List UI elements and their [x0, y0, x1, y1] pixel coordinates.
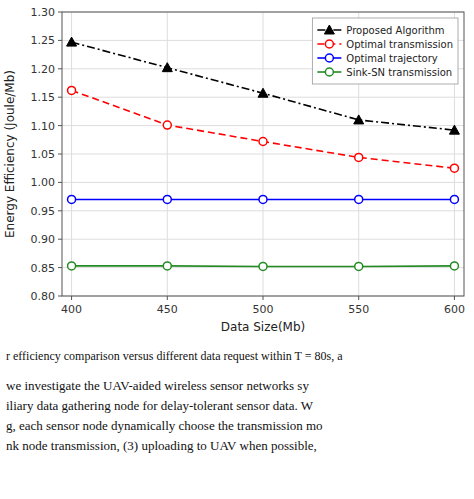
tick-label: 0.85 — [31, 262, 56, 275]
tick-label: 1.10 — [31, 120, 56, 133]
data-point — [68, 262, 76, 270]
tick-label: 1.05 — [31, 148, 56, 161]
data-point — [354, 115, 364, 124]
tick-mark — [58, 210, 62, 211]
data-point — [68, 86, 76, 94]
series — [68, 262, 459, 271]
series-line — [72, 42, 455, 130]
tick-mark — [167, 296, 168, 300]
tick-mark — [71, 296, 72, 300]
body-text: g, each sensor node dynamically choose t… — [6, 418, 323, 433]
chart: 0.80 0.85 0.90 0.95 1.00 1.05 1.10 1.15 1.20 1.25… — [0, 0, 474, 499]
tick-label: 500 — [253, 303, 274, 316]
tick-mark — [263, 296, 264, 300]
legend-label: Sink-SN transmission — [346, 67, 452, 78]
tick-mark — [58, 267, 62, 268]
grid-line — [71, 12, 72, 296]
legend-marker — [325, 68, 333, 76]
data-point — [163, 262, 171, 270]
tick-mark — [358, 296, 359, 300]
tick-mark — [454, 296, 455, 300]
legend-marker — [324, 25, 334, 34]
plot-frame — [62, 12, 464, 296]
tick-mark — [58, 97, 62, 98]
tick-label: 600 — [444, 303, 465, 316]
tick-label: 400 — [61, 303, 82, 316]
data-point — [163, 195, 171, 203]
plot-area — [62, 12, 464, 296]
legend-label: Optimal trajectory — [346, 53, 437, 64]
legend-marker — [325, 54, 333, 62]
tick-mark — [58, 68, 62, 69]
tick-mark — [58, 12, 62, 13]
body-text: iliary data gathering node for delay-tol… — [6, 398, 314, 413]
legend-box — [312, 18, 458, 84]
legend-label: Optimal transmission — [346, 39, 453, 50]
tick-mark — [58, 239, 62, 240]
data-point — [450, 262, 458, 270]
tick-mark — [58, 182, 62, 183]
series — [67, 37, 460, 134]
body-text: we investigate the UAV-aided wireless se… — [6, 378, 309, 393]
axes: 0.80 0.85 0.90 0.95 1.00 1.05 1.10 1.15 1.20 1.25… — [31, 6, 465, 316]
data-point — [163, 121, 171, 129]
data-point — [259, 262, 267, 270]
legend-label: Proposed Algorithm — [346, 25, 444, 36]
tick-label: 1.00 — [31, 176, 56, 189]
data-point — [355, 153, 363, 161]
tick-label: 550 — [348, 303, 369, 316]
tick-mark — [58, 125, 62, 126]
legend-marker — [325, 40, 333, 48]
data-point — [449, 125, 459, 134]
grid — [62, 12, 464, 296]
annotations: r efficiency comparison versus different… — [6, 349, 343, 453]
tick-label: 1.30 — [31, 6, 56, 19]
series — [68, 195, 459, 203]
data-point — [450, 195, 458, 203]
tick-mark — [58, 40, 62, 41]
tick-mark — [58, 296, 62, 297]
data-point — [258, 88, 268, 97]
data-point — [259, 195, 267, 203]
series-line — [72, 90, 455, 168]
grid-line — [263, 12, 264, 296]
data-point — [450, 164, 458, 172]
tick-mark — [58, 154, 62, 155]
caption: r efficiency comparison versus different… — [6, 349, 343, 363]
tick-label: 0.95 — [31, 205, 56, 218]
tick-label: 0.80 — [31, 290, 56, 303]
data-point — [259, 138, 267, 146]
data-point — [355, 262, 363, 270]
data-point — [68, 195, 76, 203]
tick-label: 450 — [157, 303, 178, 316]
grid-line — [167, 12, 168, 296]
tick-label: 1.25 — [31, 34, 56, 47]
data-point — [162, 63, 172, 72]
x-axis-label: Data Size(Mb) — [221, 320, 305, 334]
tick-label: 1.15 — [31, 91, 56, 104]
series — [68, 86, 459, 172]
data-point — [355, 195, 363, 203]
tick-label: 0.90 — [31, 233, 56, 246]
data-layer — [67, 37, 460, 270]
data-point — [67, 37, 77, 46]
legend: Proposed Algorithm Optimal transmission Op… — [312, 18, 458, 84]
y-axis-label: Energy Efficiency (Joule/Mb) — [3, 70, 17, 238]
tick-label: 1.20 — [31, 63, 56, 76]
body-text: nk node transmission, (3) uploading to U… — [6, 438, 317, 453]
